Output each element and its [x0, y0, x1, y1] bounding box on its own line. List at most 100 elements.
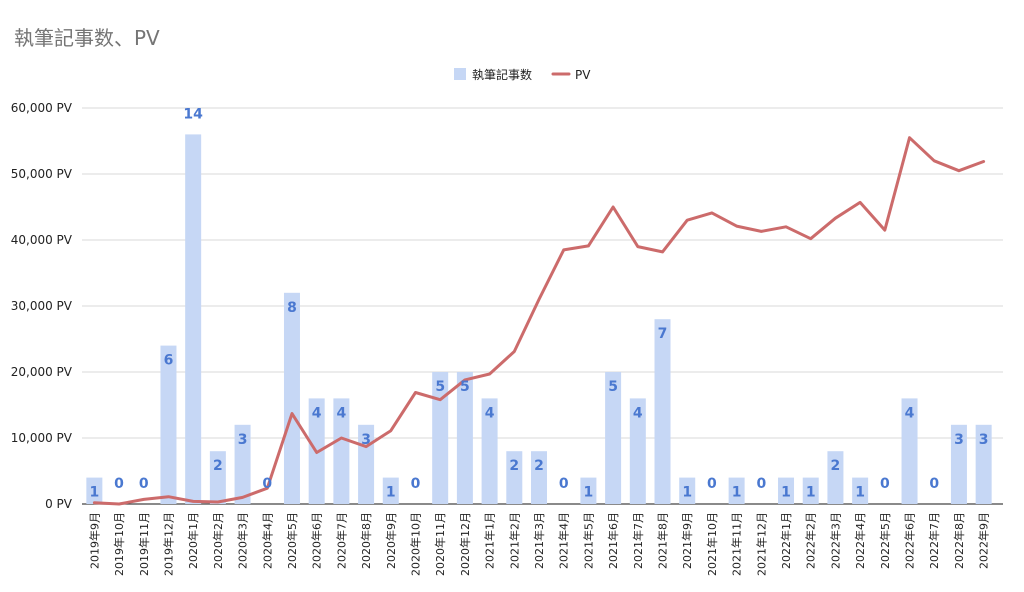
bar: [456, 372, 473, 504]
bar-data-label: 5: [460, 379, 470, 395]
x-tick-label: 2021年11月: [730, 512, 744, 576]
bar: [234, 424, 251, 504]
x-tick-label: 2021年2月: [507, 512, 521, 569]
bar-data-label: 0: [559, 476, 569, 492]
bar: [679, 477, 696, 504]
bar-data-label: 1: [781, 485, 791, 501]
bar-data-label: 0: [114, 476, 124, 492]
x-tick-label: 2020年5月: [285, 512, 299, 569]
x-tick-label: 2019年12月: [161, 512, 175, 576]
bar-data-label: 8: [287, 300, 297, 316]
bar-data-label: 3: [361, 432, 371, 448]
y-tick-label: 0 PV: [45, 497, 73, 511]
bar-data-label: 1: [855, 485, 865, 501]
x-tick-label: 2021年3月: [532, 512, 546, 569]
x-tick-label: 2020年2月: [211, 512, 225, 569]
bar: [283, 292, 300, 504]
pv-line: [92, 136, 986, 506]
bar-data-label: 2: [509, 458, 519, 474]
bar-data-label: 2: [534, 458, 544, 474]
bar: [975, 424, 992, 504]
bar-data-label: 0: [880, 476, 890, 492]
x-tick-label: 2019年10月: [112, 512, 126, 576]
y-tick-label: 10,000 PV: [11, 431, 73, 445]
x-tick-label: 2021年5月: [581, 512, 595, 569]
x-tick-label: 2021年10月: [705, 512, 719, 576]
x-tick-label: 2022年7月: [927, 512, 941, 569]
x-tick-label: 2020年11月: [433, 512, 447, 576]
legend-bar-label: 執筆記事数: [472, 67, 532, 82]
x-tick-label: 2021年1月: [483, 512, 497, 569]
x-tick-label: 2021年12月: [754, 512, 768, 576]
bar: [629, 398, 646, 504]
x-tick-label: 2019年11月: [137, 512, 151, 576]
x-tick-label: 2022年8月: [952, 512, 966, 569]
bar: [185, 134, 202, 504]
bar: [333, 398, 350, 504]
x-tick-label: 2022年9月: [977, 512, 991, 569]
y-tick-label: 30,000 PV: [11, 299, 73, 313]
bar-data-label: 2: [213, 458, 223, 474]
bar-data-label: 2: [831, 458, 841, 474]
x-tick-label: 2020年12月: [458, 512, 472, 576]
x-tick-label: 2021年7月: [631, 512, 645, 569]
x-tick-label: 2020年4月: [260, 512, 274, 569]
bar-data-label: 6: [164, 353, 174, 369]
bar-data-label: 0: [262, 476, 272, 492]
x-tick-label: 2021年6月: [606, 512, 620, 569]
x-tick-label: 2022年1月: [779, 512, 793, 569]
bar-data-label: 3: [238, 432, 248, 448]
bar: [728, 477, 745, 504]
bar-data-label: 4: [312, 405, 322, 421]
bar: [605, 372, 622, 504]
bar-data-label: 0: [139, 476, 149, 492]
x-tick-label: 2020年1月: [186, 512, 200, 569]
x-tick-label: 2020年3月: [236, 512, 250, 569]
chart-title: 執筆記事数、PV: [14, 26, 160, 50]
x-tick-label: 2022年4月: [853, 512, 867, 569]
bar-data-label: 1: [386, 485, 396, 501]
x-tick-label: 2020年9月: [384, 512, 398, 569]
bar: [506, 451, 523, 504]
bar-data-label: 0: [707, 476, 717, 492]
bar: [778, 477, 795, 504]
bar: [827, 451, 844, 504]
x-tick-label: 2020年8月: [359, 512, 373, 569]
bar-data-label: 1: [584, 485, 594, 501]
bar: [531, 451, 547, 504]
bar: [852, 477, 869, 504]
bar: [382, 477, 399, 504]
bar: [481, 398, 498, 504]
bar-data-label: 1: [732, 485, 742, 501]
bar-data-label: 4: [633, 405, 643, 421]
legend-bar-swatch: [454, 68, 466, 80]
y-tick-label: 20,000 PV: [11, 365, 73, 379]
bar: [580, 477, 597, 504]
x-tick-label: 2021年4月: [557, 512, 571, 569]
bar-data-label: 0: [756, 476, 766, 492]
x-tick-label: 2020年10月: [408, 512, 422, 576]
bar-data-label: 3: [954, 432, 964, 448]
bar-data-label: 14: [183, 106, 203, 122]
bar-data-label: 4: [337, 405, 347, 421]
x-tick-label: 2022年5月: [878, 512, 892, 569]
bar: [950, 424, 967, 504]
bar-data-label: 5: [435, 379, 445, 395]
y-tick-label: 60,000 PV: [11, 101, 73, 115]
x-tick-label: 2020年7月: [334, 512, 348, 569]
bar-data-label: 1: [89, 485, 99, 501]
bar-data-label: 0: [929, 476, 939, 492]
bar-data-label: 5: [608, 379, 618, 395]
y-tick-label: 40,000 PV: [11, 233, 73, 247]
bar: [209, 451, 226, 504]
bar-data-label: 3: [979, 432, 989, 448]
bar-data-label: 7: [658, 326, 668, 342]
x-tick-label: 2021年8月: [656, 512, 670, 569]
bar: [654, 319, 671, 504]
bar: [802, 477, 819, 504]
bar-data-label: 0: [411, 476, 421, 492]
bar: [432, 372, 449, 504]
legend-line-label: PV: [575, 68, 591, 82]
bar: [901, 398, 918, 504]
